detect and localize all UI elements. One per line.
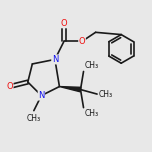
Text: O: O <box>6 82 13 91</box>
Text: O: O <box>79 37 85 46</box>
Text: O: O <box>61 19 67 28</box>
Text: CH₃: CH₃ <box>85 61 99 70</box>
Text: N: N <box>52 55 58 64</box>
Text: CH₃: CH₃ <box>85 109 99 118</box>
Text: CH₃: CH₃ <box>27 114 41 123</box>
Polygon shape <box>59 86 81 92</box>
Text: CH₃: CH₃ <box>99 90 113 99</box>
Text: N: N <box>38 91 45 100</box>
